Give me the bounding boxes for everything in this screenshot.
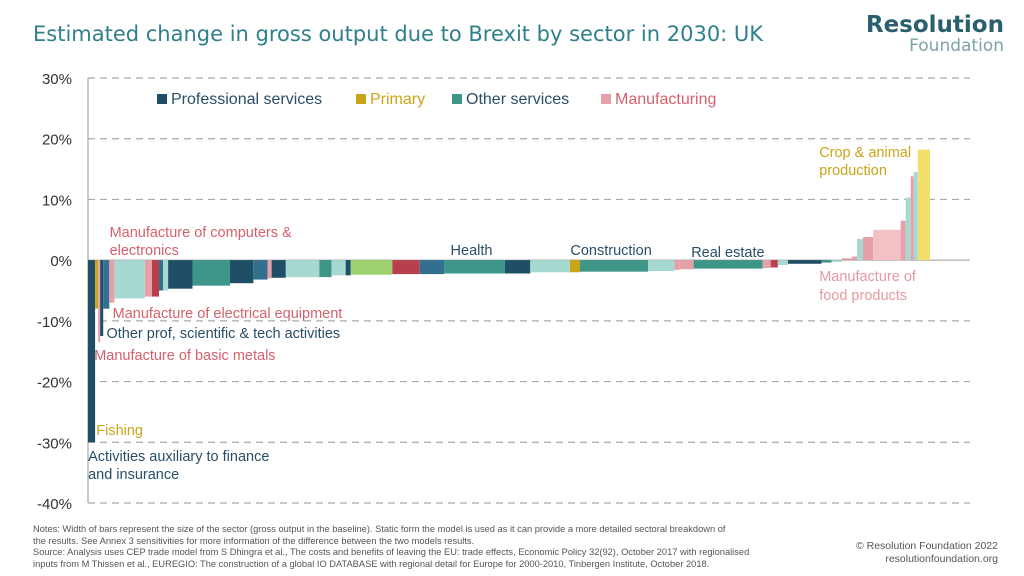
sector-bar <box>151 260 160 297</box>
sector-bar <box>350 260 393 275</box>
copyright-text: © Resolution Foundation 2022 <box>855 540 998 552</box>
sector-bar <box>905 197 911 261</box>
legend-label: Professional services <box>171 91 322 108</box>
y-tick-label: 30% <box>42 71 72 88</box>
sector-bar <box>770 260 778 268</box>
sector-bar <box>319 260 332 278</box>
sector-bar <box>647 260 675 272</box>
chart-legend: Professional services Primary Other servic… <box>157 91 716 108</box>
sector-bar <box>271 260 286 278</box>
sector-bar <box>917 149 930 261</box>
sector-bar <box>285 260 320 278</box>
legend-swatch <box>157 94 167 104</box>
sector-annotation: production <box>819 163 887 179</box>
sector-bar <box>679 260 694 270</box>
sector-bar <box>267 260 272 279</box>
sector-bar <box>863 237 874 261</box>
sector-annotation: Fishing <box>96 423 143 439</box>
sector-bar <box>444 260 505 274</box>
sector-bar <box>913 172 918 261</box>
sector-annotation: Crop & animal <box>819 145 911 161</box>
sector-annotation: Manufacture of electrical equipment <box>113 306 343 322</box>
sector-bar <box>109 260 115 303</box>
sector-bar <box>831 260 842 262</box>
copyright-block: © Resolution Foundation 2022 resolutionf… <box>856 540 998 566</box>
logo-line-1: Resolution <box>865 12 1004 38</box>
sector-bar <box>569 260 581 273</box>
legend-swatch <box>452 94 462 104</box>
sector-bar <box>674 260 680 270</box>
sector-bar <box>192 260 231 286</box>
sector-bar <box>253 260 268 280</box>
sector-annotation: Manufacture of basic metals <box>94 348 275 364</box>
sector-bar <box>841 258 852 261</box>
sector-bar <box>851 256 857 261</box>
sector-bar <box>163 260 169 291</box>
chart-annotations: Manufacture of computers & electronics Hea… <box>88 145 917 483</box>
sector-bar <box>900 220 906 261</box>
notes-line-2: the results. See Annex 3 sensitivities f… <box>33 535 475 546</box>
sector-bar <box>787 260 822 264</box>
sector-bar <box>777 260 788 265</box>
chart-title: Estimated change in gross output due to … <box>33 22 764 46</box>
chart-bars <box>88 149 930 443</box>
y-tick-label: 10% <box>42 192 72 209</box>
sector-bar <box>392 260 420 275</box>
sector-bar <box>762 260 771 269</box>
sector-bar <box>873 229 901 261</box>
logo-line-2: Foundation <box>909 36 1004 56</box>
notes-line-3: Source: Analysis uses CEP trade model fr… <box>33 547 750 558</box>
y-tick-label: -20% <box>37 375 72 392</box>
sector-bar <box>580 260 648 272</box>
sector-bar <box>103 260 110 309</box>
sector-annotation: Activities auxiliary to finance <box>88 449 269 465</box>
sector-bar <box>98 260 101 343</box>
sector-annotation: Health <box>451 243 493 259</box>
sector-bar <box>88 260 96 443</box>
sector-bar <box>821 260 832 263</box>
y-tick-label: -40% <box>37 496 72 513</box>
sector-bar <box>159 260 164 291</box>
chart-notes: Notes: Width of bars represent the size … <box>33 524 803 570</box>
sector-bar <box>230 260 254 284</box>
sector-bar <box>144 260 152 297</box>
sector-bar <box>100 260 104 337</box>
sector-bar <box>693 260 763 269</box>
y-axis-tick-labels: 30% 20% 10% 0% -10% -20% -30% -40% <box>37 71 72 513</box>
sector-annotation: and insurance <box>88 467 179 483</box>
sector-bar <box>114 260 145 299</box>
sector-bar <box>95 260 99 309</box>
sector-annotation: electronics <box>110 243 179 259</box>
notes-line-1: Notes: Width of bars represent the size … <box>33 524 726 534</box>
legend-label: Other services <box>466 91 569 108</box>
sector-bar <box>345 260 351 276</box>
sector-bar <box>856 238 864 261</box>
sector-annotation: Construction <box>570 243 651 259</box>
legend-label: Manufacturing <box>615 91 716 108</box>
notes-line-4: inputs from M Thissen et al., EUREGIO: T… <box>33 558 710 569</box>
sector-annotation: food products <box>819 288 907 304</box>
legend-label: Primary <box>370 91 425 108</box>
sector-bar <box>910 176 914 261</box>
y-tick-label: 0% <box>50 253 72 270</box>
sector-bar <box>419 260 445 275</box>
sector-annotation: Real estate <box>691 245 764 261</box>
sector-bar <box>331 260 346 276</box>
sector-bar <box>504 260 531 274</box>
resolution-foundation-logo: Resolution Foundation <box>866 14 1004 55</box>
sector-bar <box>530 260 570 273</box>
legend-swatch <box>356 94 366 104</box>
y-tick-label: 20% <box>42 132 72 149</box>
y-tick-label: -30% <box>37 435 72 452</box>
sector-bar <box>168 260 193 289</box>
sector-annotation: Manufacture of <box>819 269 917 285</box>
sector-annotation: Other prof, scientific & tech activities <box>106 326 340 342</box>
sector-annotation: Manufacture of computers & <box>110 225 292 241</box>
legend-swatch <box>601 94 611 104</box>
website-text: resolutionfoundation.org <box>885 553 998 565</box>
y-tick-label: -10% <box>37 314 72 331</box>
